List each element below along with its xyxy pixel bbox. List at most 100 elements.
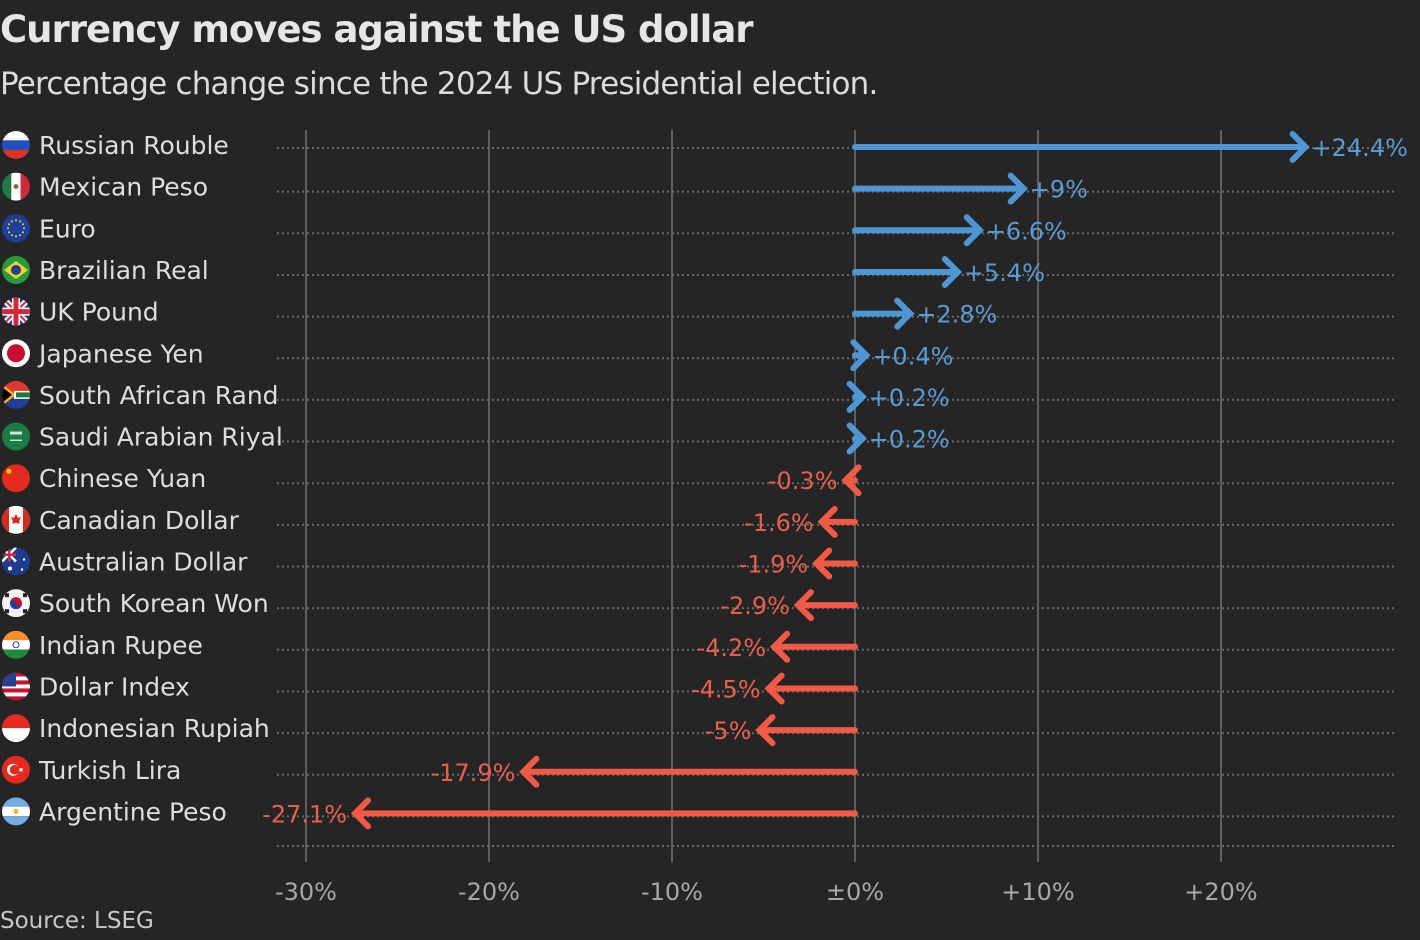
arrow-mark (811, 547, 858, 580)
arrow-mark (846, 380, 867, 413)
value-label: -27.1% (262, 800, 347, 828)
category-label: South Korean Won (39, 589, 269, 618)
value-label: -1.9% (739, 551, 809, 579)
south-korea-flag-icon (2, 589, 30, 618)
arrow-mark (852, 131, 1310, 163)
canada-flag-icon (2, 505, 30, 534)
category-label: Chinese Yuan (39, 464, 206, 493)
value-label: +0.2% (869, 426, 950, 454)
category-label: Saudi Arabian Riyal (39, 423, 283, 452)
x-tick-label: +10% (1001, 878, 1074, 906)
arrow-mark (850, 339, 871, 372)
arrow-mark (769, 630, 858, 663)
x-tick-label: +20% (1184, 878, 1257, 906)
arrow-mark (852, 214, 985, 247)
value-label: -5% (705, 717, 752, 745)
indonesia-flag-icon (2, 714, 30, 743)
value-label: +0.4% (872, 342, 953, 370)
x-tick-label: -10% (641, 878, 703, 906)
value-label: -17.9% (431, 759, 516, 787)
value-label: -0.3% (768, 467, 838, 495)
south-africa-flag-icon (2, 380, 30, 409)
chart-subtitle: Percentage change since the 2024 US Pres… (0, 66, 878, 102)
category-label: Mexican Peso (39, 173, 208, 202)
arrow-head (755, 714, 776, 747)
value-label: -4.2% (696, 634, 766, 662)
arrow-head (846, 380, 867, 413)
value-label: +9% (1030, 176, 1088, 204)
chart-title: Currency moves against the US dollar (0, 8, 754, 51)
grid (305, 130, 1222, 862)
arrow-mark (755, 714, 858, 747)
argentina-flag-icon (2, 797, 30, 826)
saudi-arabia-flag-icon (2, 422, 30, 451)
arrow-head (846, 422, 867, 455)
arrow-head (769, 630, 791, 663)
arrow-head (793, 589, 814, 622)
arrow-head (1289, 131, 1310, 163)
arrow-mark (841, 464, 862, 497)
arrow-mark (852, 255, 963, 288)
category-label: Indian Rupee (39, 631, 203, 660)
category-label: South African Rand (39, 381, 279, 410)
category-label: UK Pound (39, 298, 159, 327)
x-axis: -30% -20% -10% ±0% +10% +20% (275, 878, 1258, 906)
arrow-head (841, 464, 862, 497)
eu-flag-icon (2, 214, 30, 243)
turkey-flag-icon (2, 755, 30, 784)
arrow-head (850, 339, 871, 372)
china-flag-icon (2, 464, 30, 493)
value-label: +0.2% (869, 384, 950, 412)
australia-flag-icon (2, 547, 30, 576)
arrow-head (817, 505, 838, 538)
arrow-head (941, 255, 963, 288)
value-label: +2.8% (916, 301, 997, 329)
value-label: +5.4% (964, 259, 1045, 287)
value-label: +24.4% (1312, 134, 1408, 162)
source-note: Source: LSEG (0, 908, 154, 934)
category-label: Dollar Index (39, 672, 190, 701)
arrow-mark (852, 297, 915, 330)
arrow-mark (764, 672, 858, 705)
arrows (350, 131, 1310, 830)
category-label: Brazilian Real (39, 256, 209, 285)
row-rules (277, 147, 1395, 847)
arrow-mark (817, 505, 858, 538)
value-label: -4.5% (691, 675, 761, 703)
value-label: +6.6% (986, 217, 1067, 245)
brazil-flag-icon (2, 255, 30, 284)
category-label: Canadian Dollar (39, 506, 240, 535)
category-label: Turkish Lira (38, 756, 181, 785)
arrow-mark (793, 589, 858, 622)
x-tick-label: -30% (275, 878, 337, 906)
arrow-mark (846, 422, 867, 455)
arrow-head (1007, 172, 1028, 205)
mexico-flag-icon (2, 172, 30, 201)
category-labels: Russian Rouble +24.4% Mexican Peso +9% Euro +… (2, 131, 1408, 828)
value-label: -1.6% (744, 509, 814, 537)
russia-flag-icon (2, 131, 30, 159)
x-tick-label: ±0% (826, 878, 884, 906)
arrow-head (811, 547, 833, 580)
usa-flag-icon (2, 672, 30, 701)
arrow-head (519, 755, 540, 788)
arrow-mark (350, 797, 858, 830)
category-label: Australian Dollar (39, 548, 248, 577)
arrow-head (350, 797, 372, 830)
category-label: Indonesian Rupiah (39, 714, 270, 743)
india-flag-icon (2, 630, 30, 659)
arrow-head (894, 297, 915, 330)
category-label: Russian Rouble (39, 131, 229, 160)
uk-flag-icon (2, 297, 30, 326)
japan-flag-icon (2, 339, 30, 368)
category-label: Euro (39, 214, 96, 243)
x-tick-label: -20% (458, 878, 520, 906)
arrow-head (764, 672, 785, 705)
category-label: Japanese Yen (37, 339, 204, 368)
category-label: Argentine Peso (39, 797, 227, 826)
arrow-mark (519, 755, 858, 788)
value-label: -2.9% (720, 592, 790, 620)
arrow-mark (852, 172, 1028, 205)
arrow-head (963, 214, 985, 247)
